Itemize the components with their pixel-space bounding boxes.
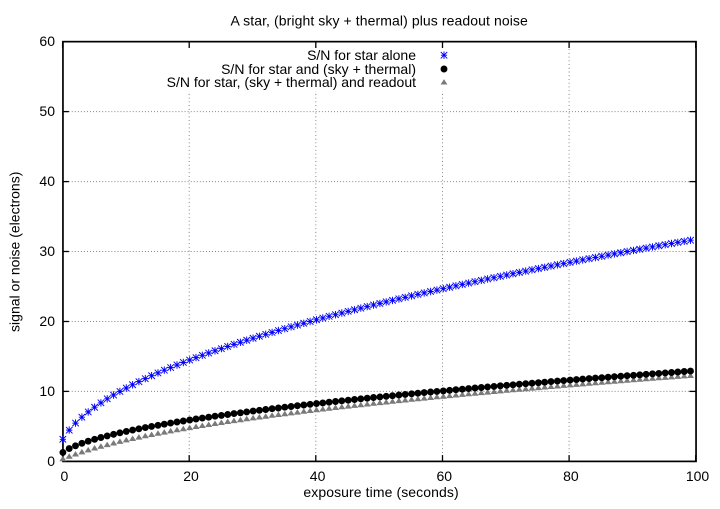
svg-text:exposure time (seconds): exposure time (seconds) bbox=[303, 484, 458, 500]
svg-text:60: 60 bbox=[437, 468, 453, 484]
svg-text:20: 20 bbox=[183, 468, 199, 484]
svg-text:40: 40 bbox=[310, 468, 326, 484]
svg-text:S/N for star and (sky + therma: S/N for star and (sky + thermal) bbox=[221, 61, 416, 77]
svg-text:0: 0 bbox=[61, 468, 69, 484]
svg-text:100: 100 bbox=[686, 468, 710, 484]
svg-text:40: 40 bbox=[39, 173, 55, 189]
svg-text:S/N for star alone: S/N for star alone bbox=[307, 47, 416, 63]
svg-text:0: 0 bbox=[47, 453, 55, 469]
svg-text:A star, (bright sky + thermal): A star, (bright sky + thermal) plus read… bbox=[231, 12, 529, 28]
svg-text:S/N for star, (sky + thermal): S/N for star, (sky + thermal) and readou… bbox=[167, 74, 416, 90]
svg-text:10: 10 bbox=[39, 383, 55, 399]
svg-text:20: 20 bbox=[39, 313, 55, 329]
svg-text:50: 50 bbox=[39, 103, 55, 119]
svg-text:30: 30 bbox=[39, 243, 55, 259]
svg-text:60: 60 bbox=[39, 33, 55, 49]
svg-text:signal or noise (electrons): signal or noise (electrons) bbox=[7, 172, 23, 332]
svg-text:80: 80 bbox=[563, 468, 579, 484]
